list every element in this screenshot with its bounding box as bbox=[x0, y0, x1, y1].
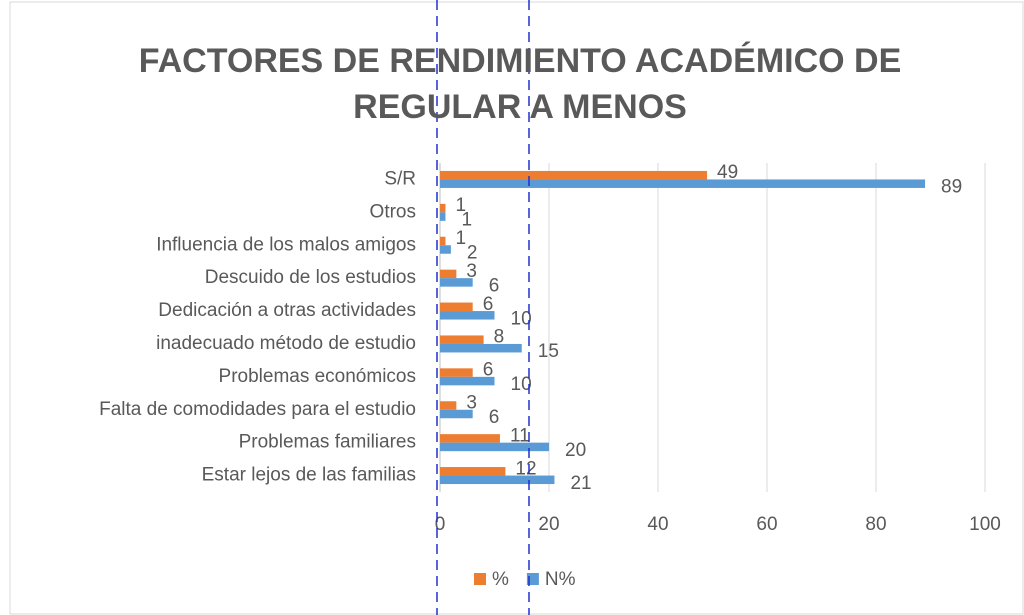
data-label: 15 bbox=[538, 341, 559, 362]
data-label: 8 bbox=[494, 327, 505, 348]
legend-swatch bbox=[526, 573, 539, 585]
y-tick-label: inadecuado método de estudio bbox=[156, 333, 416, 354]
data-label: 1 bbox=[455, 195, 466, 216]
bar bbox=[440, 434, 500, 443]
data-label: 6 bbox=[489, 407, 500, 428]
x-tick-label: 60 bbox=[756, 514, 777, 535]
legend-swatch bbox=[474, 573, 486, 585]
bar bbox=[440, 311, 495, 320]
bar bbox=[440, 236, 446, 246]
bar bbox=[440, 442, 549, 452]
legend-label: N% bbox=[545, 569, 576, 590]
data-label: 1 bbox=[455, 228, 466, 249]
chart-border bbox=[9, 1, 1024, 615]
x-tick-label: 80 bbox=[865, 514, 886, 535]
y-tick-label: Problemas económicos bbox=[219, 366, 416, 387]
y-tick-label: Estar lejos de las familias bbox=[202, 465, 416, 486]
bar bbox=[440, 409, 473, 419]
bar bbox=[440, 401, 457, 410]
data-label: 89 bbox=[941, 177, 962, 198]
x-tick-label: 0 bbox=[435, 514, 446, 535]
data-label: 6 bbox=[483, 360, 494, 381]
y-tick-label: Problemas familiares bbox=[239, 432, 416, 453]
x-tick-label: 100 bbox=[969, 514, 1001, 535]
data-label: 11 bbox=[510, 425, 530, 446]
bar bbox=[440, 475, 555, 485]
data-label: 20 bbox=[565, 440, 586, 461]
bar bbox=[440, 343, 522, 353]
x-tick-label: 40 bbox=[647, 514, 668, 535]
bar bbox=[440, 269, 457, 279]
data-label: 10 bbox=[511, 308, 532, 329]
bar bbox=[440, 467, 506, 476]
bar bbox=[440, 245, 451, 254]
bar bbox=[440, 302, 473, 312]
bar bbox=[440, 278, 473, 287]
x-tick-label: 20 bbox=[538, 514, 559, 535]
bar bbox=[440, 212, 446, 221]
chart-title: FACTORES DE RENDIMIENTO ACADÉMICO DE REG… bbox=[138, 42, 902, 126]
y-tick-label: Otros bbox=[370, 201, 416, 222]
data-label: 21 bbox=[570, 473, 591, 494]
bar bbox=[440, 203, 446, 213]
y-tick-label: Influencia de los malos amigos bbox=[156, 234, 416, 255]
data-label: 6 bbox=[483, 294, 494, 315]
y-tick-label: Descuido de los estudios bbox=[205, 267, 416, 288]
data-label: 3 bbox=[466, 261, 477, 282]
bar bbox=[440, 179, 926, 188]
data-label: 2 bbox=[467, 243, 478, 264]
data-label: 1 bbox=[461, 210, 472, 231]
y-tick-label: Falta de comodidades para el estudio bbox=[99, 399, 416, 420]
bar bbox=[440, 376, 495, 386]
data-label: 3 bbox=[466, 393, 477, 414]
legend-label: % bbox=[492, 569, 509, 590]
data-label: 6 bbox=[489, 275, 500, 296]
bar bbox=[440, 335, 484, 344]
data-label: 12 bbox=[515, 458, 536, 479]
y-tick-label: Dedicación a otras actividades bbox=[158, 300, 416, 321]
bar bbox=[440, 170, 708, 180]
data-label: 10 bbox=[511, 374, 532, 395]
data-label: 49 bbox=[717, 162, 738, 183]
bar bbox=[440, 368, 473, 377]
y-tick-label: S/R bbox=[384, 168, 416, 189]
